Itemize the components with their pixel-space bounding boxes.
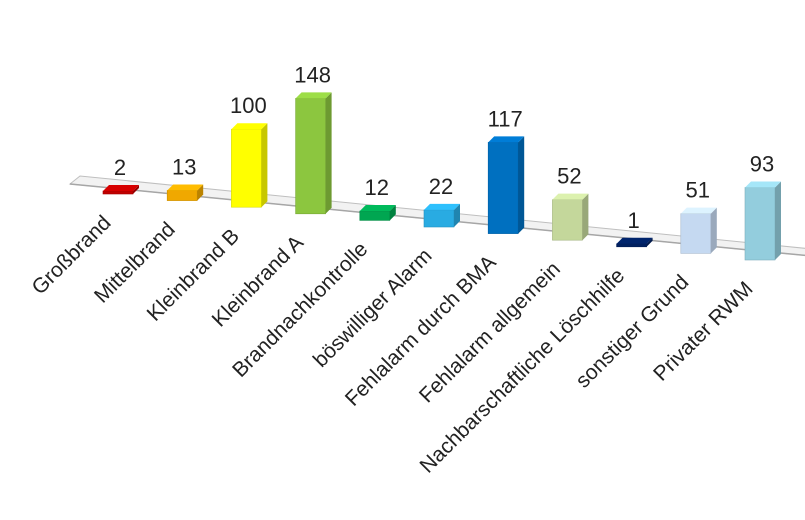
bar-front (616, 243, 647, 248)
bar-front (295, 98, 326, 215)
bar-front (166, 190, 198, 201)
bar-top (616, 237, 653, 244)
value-label: 93 (750, 151, 774, 176)
bar-side (710, 207, 717, 254)
bar-7 (487, 136, 525, 234)
bar-side (325, 92, 332, 214)
bar-6 (423, 203, 460, 228)
value-label: 148 (294, 62, 331, 87)
category-label: Brandnachkontrolle (228, 238, 372, 382)
value-label: 22 (429, 174, 453, 199)
bars-group (102, 92, 781, 261)
bar-top (167, 184, 204, 191)
bar-top (680, 207, 717, 214)
bar-side (197, 184, 204, 201)
bar-top (552, 193, 589, 200)
bar-top (424, 203, 460, 210)
category-label: böswilliger Alarm (309, 244, 437, 372)
bar-side (454, 203, 460, 227)
bar-11 (744, 181, 781, 261)
bar-9 (616, 237, 653, 248)
bar-front (487, 142, 519, 234)
value-label: 100 (230, 93, 267, 118)
bar-top (359, 205, 396, 212)
bar-side (582, 193, 589, 241)
bar-top (488, 136, 525, 143)
value-label: 51 (686, 178, 710, 203)
bar-side (261, 123, 268, 208)
bar-top (745, 181, 781, 188)
bar-1 (102, 185, 139, 195)
bar-front (231, 128, 262, 208)
bar-side (518, 136, 525, 234)
bar-front (680, 213, 712, 254)
bar-3 (231, 123, 268, 208)
bar-top (231, 123, 268, 130)
bar-4 (295, 92, 332, 215)
bar-2 (166, 184, 204, 201)
bar-front (552, 199, 583, 241)
bar-front (102, 190, 134, 195)
bar-side (133, 185, 139, 194)
bar-5 (359, 205, 396, 221)
category-label: Fehlalarm allgemein (415, 257, 565, 407)
bar-8 (552, 193, 589, 241)
value-label: 117 (488, 106, 523, 131)
value-label: 13 (172, 154, 196, 179)
value-labels-group: 2 13 100 148 12 22 117 52 1 51 93 (114, 62, 774, 232)
value-label: 52 (557, 164, 581, 189)
bar-side (389, 205, 396, 221)
bar-front (423, 209, 455, 228)
bar-top (295, 92, 332, 99)
bar-10 (680, 207, 717, 254)
bar-front (744, 187, 776, 261)
bar-side (775, 181, 781, 260)
bar-side (646, 237, 653, 247)
value-label: 1 (627, 208, 639, 233)
bar-front (359, 210, 391, 221)
value-label: 2 (114, 155, 126, 180)
value-label: 12 (365, 175, 389, 200)
bar-top (103, 185, 139, 191)
